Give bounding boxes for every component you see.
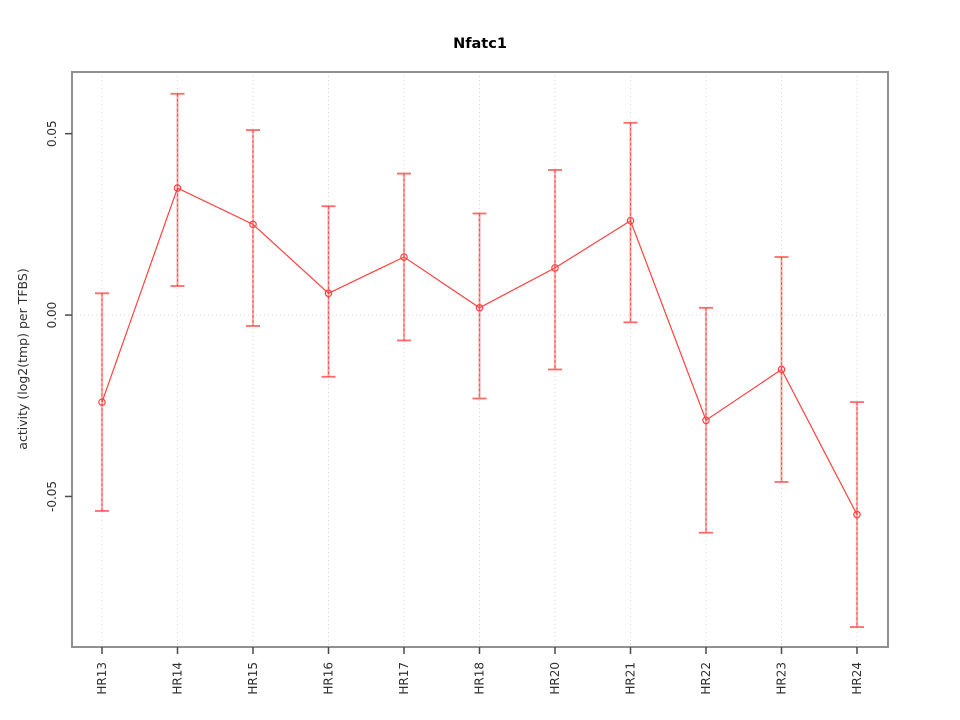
data-point <box>249 220 257 229</box>
data-point <box>853 510 861 519</box>
data-point <box>702 416 710 425</box>
plot-area: -0.05 0.00 0.05 HR13 HR14 HR15 HR16 HR17 HR18 HR2… <box>45 71 889 695</box>
y-tick-label: -0.05 <box>45 481 59 512</box>
chart-title: Nfatc1 <box>453 36 507 52</box>
data-point <box>626 216 635 225</box>
data-point <box>324 289 333 298</box>
x-tick-label: HR20 <box>548 662 562 695</box>
x-tick-label: HR17 <box>397 662 411 695</box>
y-tick-label: 0.05 <box>45 120 59 147</box>
data-point <box>98 398 106 406</box>
y-tick-label: 0.00 <box>45 302 59 329</box>
x-tick-label: HR22 <box>699 662 713 695</box>
data-point <box>777 365 786 374</box>
x-tick-label: HR23 <box>775 662 789 695</box>
x-tick-label: HR15 <box>246 662 260 695</box>
x-tick-label: HR13 <box>95 662 109 695</box>
x-tick-label: HR14 <box>171 662 185 695</box>
data-point <box>475 304 484 312</box>
x-tick-label: HR18 <box>473 662 487 695</box>
series-line <box>101 187 858 515</box>
data-point <box>551 264 559 272</box>
x-tick-label: HR24 <box>850 662 864 695</box>
y-axis-label: activity (log2(tmp) per TFBS) <box>15 268 30 449</box>
x-tick-label: HR16 <box>322 662 336 695</box>
data-point <box>173 184 182 192</box>
x-tick-label: HR21 <box>624 662 638 695</box>
data-point <box>400 253 408 261</box>
